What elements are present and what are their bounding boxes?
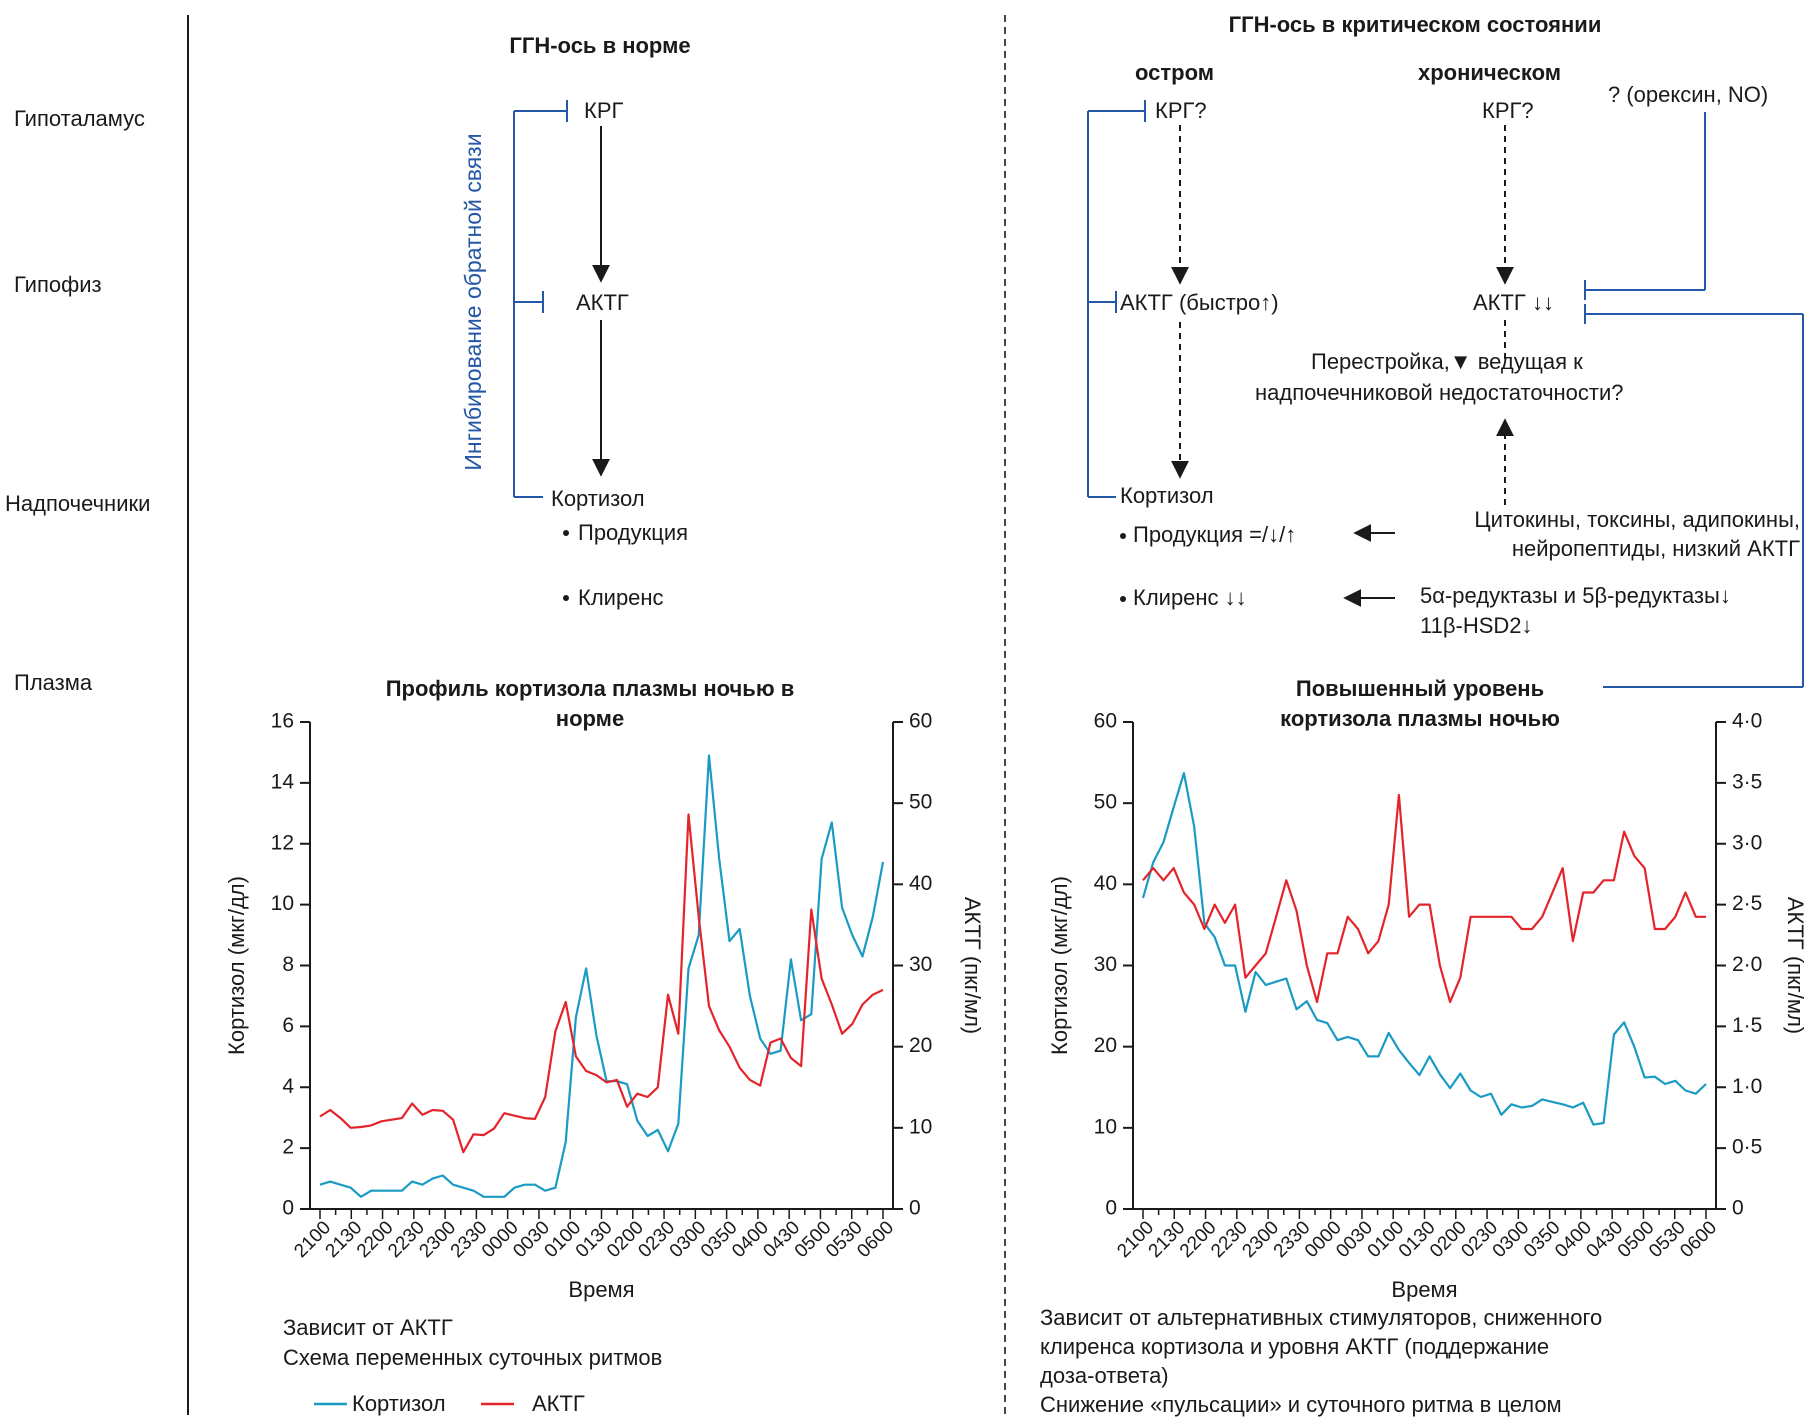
normal-axis-title: ГГН-ось в норме (509, 33, 691, 58)
chart-normal-night-profile: 0246810121416010203040506021002130220022… (224, 710, 985, 1302)
right-y-tick-label: 60 (909, 710, 932, 733)
chronic-acth-label: АКТГ ↓↓ (1473, 290, 1554, 315)
cortisol-series-line (319, 754, 885, 1198)
plasma-inhibition-bracket (1584, 304, 1804, 688)
left-y-tick-label: 0 (1105, 1197, 1117, 1220)
acute-cortisol-label: Кортизол (1120, 483, 1214, 508)
left-y-axis-label: Кортизол (мкг/дл) (1047, 876, 1072, 1055)
x-axis-label: Время (1391, 1277, 1457, 1302)
right-y-axis-label: АКТГ (пкг/мл) (960, 897, 985, 1034)
chart-elevated-title: Повышенный уровень кортизола плазмы ночь… (1280, 676, 1560, 731)
critical-axis-title: ГГН-ось в критическом состоянии (1228, 12, 1602, 37)
level-hypothalamus: Гипоталамус (14, 106, 145, 131)
left-y-tick-label: 30 (1094, 953, 1117, 976)
right-y-tick-label: 3·5 (1732, 770, 1762, 793)
bullet-dot (1120, 596, 1126, 602)
left-y-tick-label: 10 (1094, 1115, 1117, 1138)
legend-cortisol-label: Кортизол (352, 1391, 446, 1416)
chronic-crg-label: КРГ? (1482, 98, 1534, 123)
right-y-tick-label: 2·0 (1732, 953, 1762, 976)
left-y-tick-label: 10 (271, 892, 294, 915)
acth-series-line (319, 813, 884, 1154)
normal-clearance-label: Клиренс (578, 585, 664, 610)
right-y-tick-label: 1·5 (1732, 1014, 1762, 1037)
left-y-tick-label: 16 (271, 710, 294, 733)
cytokines-line-1: Цитокины, токсины, адипокины, (1474, 507, 1800, 532)
left-y-tick-label: 50 (1094, 791, 1117, 814)
normal-production-label: Продукция (578, 520, 689, 545)
normal-feedback-bracket (513, 100, 568, 498)
right-y-axis-label: АКТГ (пкг/мл) (1783, 897, 1808, 1034)
x-tick-label: 0600 (1676, 1217, 1721, 1262)
restructure-line-2: надпочечниковой недостаточности? (1255, 380, 1624, 405)
legend-acth-label: АКТГ (532, 1391, 585, 1416)
right-y-tick-label: 50 (909, 791, 932, 814)
normal-acth-label: АКТГ (576, 290, 629, 315)
cytokines-line-2: нейропептиды, низкий АКТГ (1511, 536, 1800, 561)
chart-normal-title: Профиль кортизола плазмы ночью в норме (385, 676, 795, 731)
left-y-tick-label: 14 (271, 770, 295, 793)
left-y-tick-label: 20 (1094, 1034, 1117, 1057)
right-y-tick-label: 4·0 (1732, 710, 1762, 733)
level-plasma: Плазма (14, 670, 93, 695)
right-y-tick-label: 10 (909, 1115, 932, 1138)
right-y-tick-label: 0·5 (1732, 1136, 1762, 1159)
note-left-2: Схема переменных суточных ритмов (283, 1345, 663, 1370)
left-y-tick-label: 0 (282, 1197, 294, 1220)
right-y-tick-label: 1·0 (1732, 1075, 1762, 1098)
left-y-tick-label: 8 (282, 953, 294, 976)
acth-series-line (1142, 793, 1706, 1004)
orexin-label: ? (орексин, NO) (1608, 82, 1769, 107)
left-y-axis-label: Кортизол (мкг/дл) (224, 876, 249, 1055)
left-y-tick-label: 4 (282, 1075, 294, 1098)
chronic-label: хроническом (1418, 60, 1562, 85)
note-left-1: Зависит от АКТГ (283, 1315, 453, 1340)
bullet-dot (563, 530, 569, 536)
acute-acth-label: АКТГ (быстро↑) (1120, 290, 1279, 315)
note-right-4: Снижение «пульсации» и суточного ритма в… (1040, 1392, 1562, 1417)
critical-clearance-label: Клиренс ↓↓ (1133, 585, 1247, 610)
x-axis-label: Время (568, 1277, 634, 1302)
orexin-inhibition-bracket (1584, 112, 1706, 300)
right-y-tick-label: 0 (909, 1197, 921, 1220)
bullet-dot (1120, 533, 1126, 539)
right-y-tick-label: 0 (1732, 1197, 1744, 1220)
right-y-tick-label: 2·5 (1732, 892, 1762, 915)
feedback-inhibition-label: Ингибирование обратной связи (460, 133, 486, 471)
left-y-tick-label: 40 (1094, 872, 1117, 895)
normal-crg-label: КРГ (584, 98, 624, 123)
acute-label: остром (1135, 60, 1215, 85)
reductase-line-2: 11β-HSD2↓ (1420, 613, 1533, 638)
note-right-1: Зависит от альтернативных стимуляторов, … (1040, 1305, 1603, 1330)
acute-feedback-bracket (1087, 100, 1146, 498)
level-adrenal: Надпочечники (5, 491, 151, 516)
acute-crg-label: КРГ? (1155, 98, 1207, 123)
note-right-3: доза-ответа) (1040, 1363, 1169, 1388)
cortisol-series-line (1141, 771, 1707, 1126)
x-tick-label: 0600 (853, 1217, 898, 1262)
chart-elevated-night-profile: 010203040506000·51·01·52·02·53·03·54·021… (1047, 710, 1808, 1302)
right-y-tick-label: 3·0 (1732, 831, 1762, 854)
critical-production-label: Продукция =/↓/↑ (1133, 522, 1297, 547)
left-y-tick-label: 60 (1094, 710, 1117, 733)
right-y-tick-label: 30 (909, 953, 932, 976)
bullet-dot (563, 595, 569, 601)
normal-cortisol-label: Кортизол (551, 486, 645, 511)
level-pituitary: Гипофиз (14, 272, 102, 297)
note-right-2: клиренса кортизола и уровня АКТГ (поддер… (1040, 1334, 1550, 1359)
right-y-tick-label: 40 (909, 872, 932, 895)
reductase-line-1: 5α-редуктазы и 5β-редуктазы↓ (1420, 583, 1731, 608)
right-y-tick-label: 20 (909, 1034, 932, 1057)
left-y-tick-label: 2 (282, 1136, 294, 1159)
left-y-tick-label: 12 (271, 831, 294, 854)
left-y-tick-label: 6 (282, 1014, 294, 1037)
restructure-line-1: Перестройка,▼ ведущая к (1311, 349, 1583, 374)
